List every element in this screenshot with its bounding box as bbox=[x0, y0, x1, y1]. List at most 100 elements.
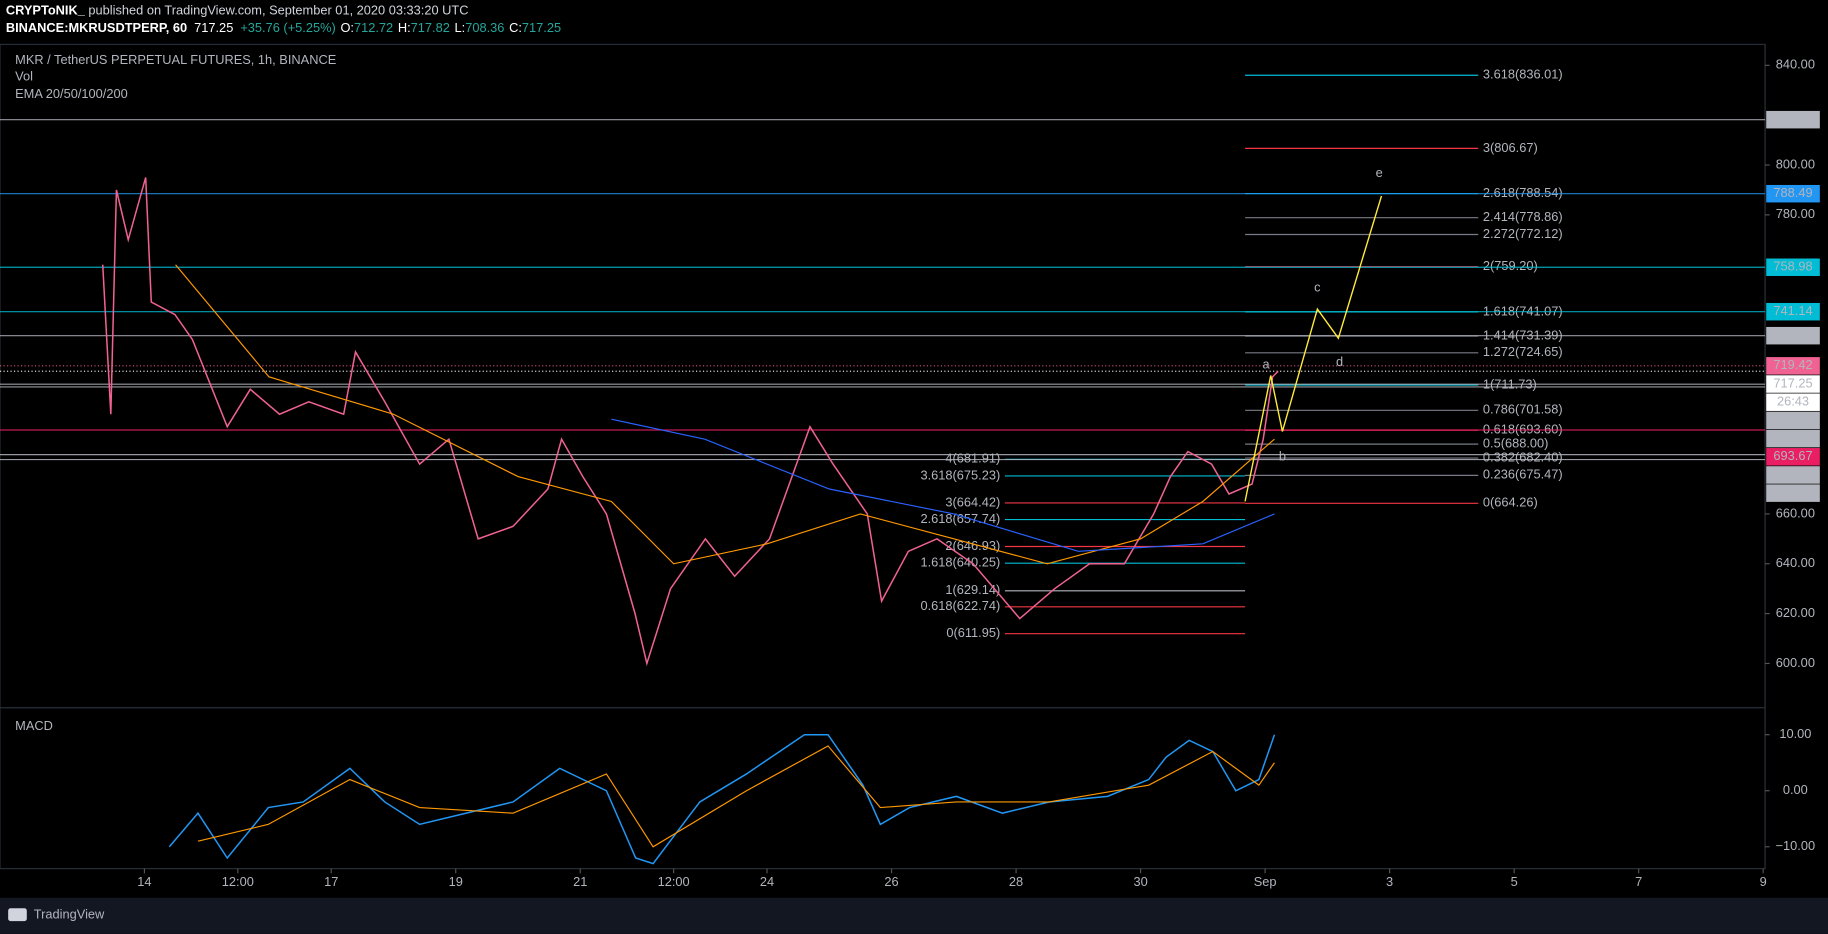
fib-label: 2.618(788.54) bbox=[1483, 185, 1563, 200]
plot-layer: 14 12:00 17 19 21 12:00 24 26 28 30 Sep 3 5 7 9 840.00 8… bbox=[0, 57, 1820, 889]
fib-label: 1.272(724.65) bbox=[1483, 344, 1563, 359]
x-tick-label: Sep bbox=[1254, 874, 1277, 889]
price-tag-label: 712.06 bbox=[1773, 412, 1812, 427]
publish-line: CRYPToNIK_ published on TradingView.com,… bbox=[6, 3, 469, 18]
price-tag-label: 683.79 bbox=[1773, 466, 1812, 481]
brand[interactable]: TradingView bbox=[34, 907, 105, 922]
fib-label: 0.618(693.60) bbox=[1483, 422, 1563, 437]
x-tick-label: 3 bbox=[1386, 874, 1393, 889]
fib-label: 1(629.14) bbox=[945, 582, 1000, 597]
price-tag bbox=[1766, 184, 1820, 203]
y-tick-label: 800.00 bbox=[1776, 156, 1815, 171]
wave-label: d bbox=[1336, 354, 1343, 369]
fib-label: 0.236(675.47) bbox=[1483, 467, 1563, 482]
fib-label: 1.618(640.25) bbox=[920, 555, 1000, 570]
ohlc-label: H: bbox=[398, 21, 411, 36]
y-tick-label: 780.00 bbox=[1776, 206, 1815, 221]
x-tick-label: 28 bbox=[1009, 874, 1023, 889]
fib-label: 4(681.91) bbox=[945, 451, 1000, 466]
series-line bbox=[611, 418, 1275, 552]
price-tag-label: 788.49 bbox=[1773, 185, 1812, 200]
x-tick-label: 12:00 bbox=[222, 874, 254, 889]
price-tag-label: 710.96 bbox=[1773, 430, 1812, 445]
macd-tick-label: −10.00 bbox=[1776, 838, 1816, 853]
countdown: 26:43 bbox=[1777, 394, 1809, 409]
fib-label: 2.414(778.86) bbox=[1483, 209, 1563, 224]
y-tick-label: 600.00 bbox=[1776, 655, 1815, 670]
fib-label: 3(664.42) bbox=[945, 494, 1000, 509]
ohlc-label: L: bbox=[455, 21, 466, 36]
price-tag bbox=[1766, 357, 1820, 375]
x-tick-label: 14 bbox=[137, 874, 151, 889]
price-tag-label: 719.42 bbox=[1773, 357, 1812, 372]
published: published on TradingView.com, September … bbox=[85, 3, 469, 18]
ohlc-value: 717.82 bbox=[411, 21, 450, 36]
last-price: 717.25 bbox=[194, 21, 233, 36]
fib-label: 3.618(675.23) bbox=[920, 467, 1000, 482]
fib-label: 3.618(836.01) bbox=[1483, 67, 1563, 82]
fib-label: 0.786(701.58) bbox=[1483, 402, 1563, 417]
y-tick-label: 840.00 bbox=[1776, 57, 1815, 72]
fib-label: 0.618(622.74) bbox=[920, 598, 1000, 613]
fib-label: 2(646.93) bbox=[945, 538, 1000, 553]
fib-label: 2.272(772.12) bbox=[1483, 226, 1563, 241]
price-tag bbox=[1766, 375, 1820, 393]
price-tag bbox=[1766, 429, 1820, 448]
wave-label: e bbox=[1376, 165, 1383, 180]
price-tag-label: 741.14 bbox=[1773, 303, 1812, 318]
y-tick-label: 620.00 bbox=[1776, 605, 1815, 620]
ohlc-value: 708.36 bbox=[465, 21, 504, 36]
change: +35.76 (+5.25%) bbox=[240, 21, 335, 36]
price-tag bbox=[1766, 326, 1820, 345]
ohlc-label: C: bbox=[509, 21, 522, 36]
price-tag-label: 693.67 bbox=[1773, 448, 1812, 463]
price-tag bbox=[1766, 411, 1820, 430]
price-tag-label: 717.25 bbox=[1773, 375, 1812, 390]
x-tick-label: 9 bbox=[1760, 874, 1767, 889]
x-tick-label: 17 bbox=[324, 874, 338, 889]
logo[interactable] bbox=[8, 908, 27, 922]
price-tag bbox=[1766, 484, 1820, 502]
x-tick-label: 30 bbox=[1133, 874, 1147, 889]
x-tick-label: 7 bbox=[1635, 874, 1642, 889]
fib-label: 2(759.20) bbox=[1483, 258, 1538, 273]
price-tag bbox=[1766, 302, 1820, 321]
price-tag bbox=[1766, 110, 1820, 129]
x-tick-label: 5 bbox=[1511, 874, 1518, 889]
series-line bbox=[168, 733, 1276, 865]
fib-label: 1.414(731.39) bbox=[1483, 327, 1563, 342]
fib-label: 1.618(741.07) bbox=[1483, 303, 1563, 318]
x-tick-label: 24 bbox=[760, 874, 774, 889]
ohlc-value: 717.25 bbox=[522, 21, 561, 36]
author: CRYPToNIK_ bbox=[6, 3, 86, 18]
series-line bbox=[197, 745, 1275, 848]
price-tag-label: 681.83 bbox=[1773, 485, 1812, 500]
price-tag bbox=[1766, 466, 1820, 484]
wave-label: c bbox=[1314, 279, 1321, 294]
wave-label: b bbox=[1279, 448, 1286, 463]
countdown-tag bbox=[1766, 393, 1820, 411]
price-tag bbox=[1766, 258, 1820, 276]
footer-bar bbox=[0, 897, 1828, 934]
legend-vol: Vol bbox=[15, 68, 33, 83]
x-tick-label: 12:00 bbox=[658, 874, 690, 889]
ohlc-label: O: bbox=[340, 21, 354, 36]
legend-macd: MACD bbox=[15, 718, 53, 733]
fib-label: 0(611.95) bbox=[946, 625, 1000, 640]
y-tick-label: 640.00 bbox=[1776, 555, 1815, 570]
price-tag-label: 731.52 bbox=[1773, 327, 1812, 342]
series-line bbox=[175, 264, 1275, 565]
y-tick-label: 660.00 bbox=[1776, 505, 1815, 520]
macd-tick-label: 10.00 bbox=[1779, 726, 1811, 741]
price-tag-label: 758.98 bbox=[1773, 259, 1812, 274]
series-line bbox=[101, 177, 1279, 667]
wave-label: a bbox=[1263, 356, 1271, 371]
legend-title: MKR / TetherUS PERPETUAL FUTURES, 1h, BI… bbox=[15, 52, 336, 67]
symbol-line: BINANCE:MKRUSDTPERP, 60 717.25 +35.76 (+5.… bbox=[6, 21, 561, 36]
fib-label: 0(664.26) bbox=[1483, 495, 1538, 510]
x-tick-label: 21 bbox=[573, 874, 587, 889]
x-tick-label: 19 bbox=[449, 874, 463, 889]
symbol: BINANCE:MKRUSDTPERP, 60 bbox=[6, 21, 187, 36]
